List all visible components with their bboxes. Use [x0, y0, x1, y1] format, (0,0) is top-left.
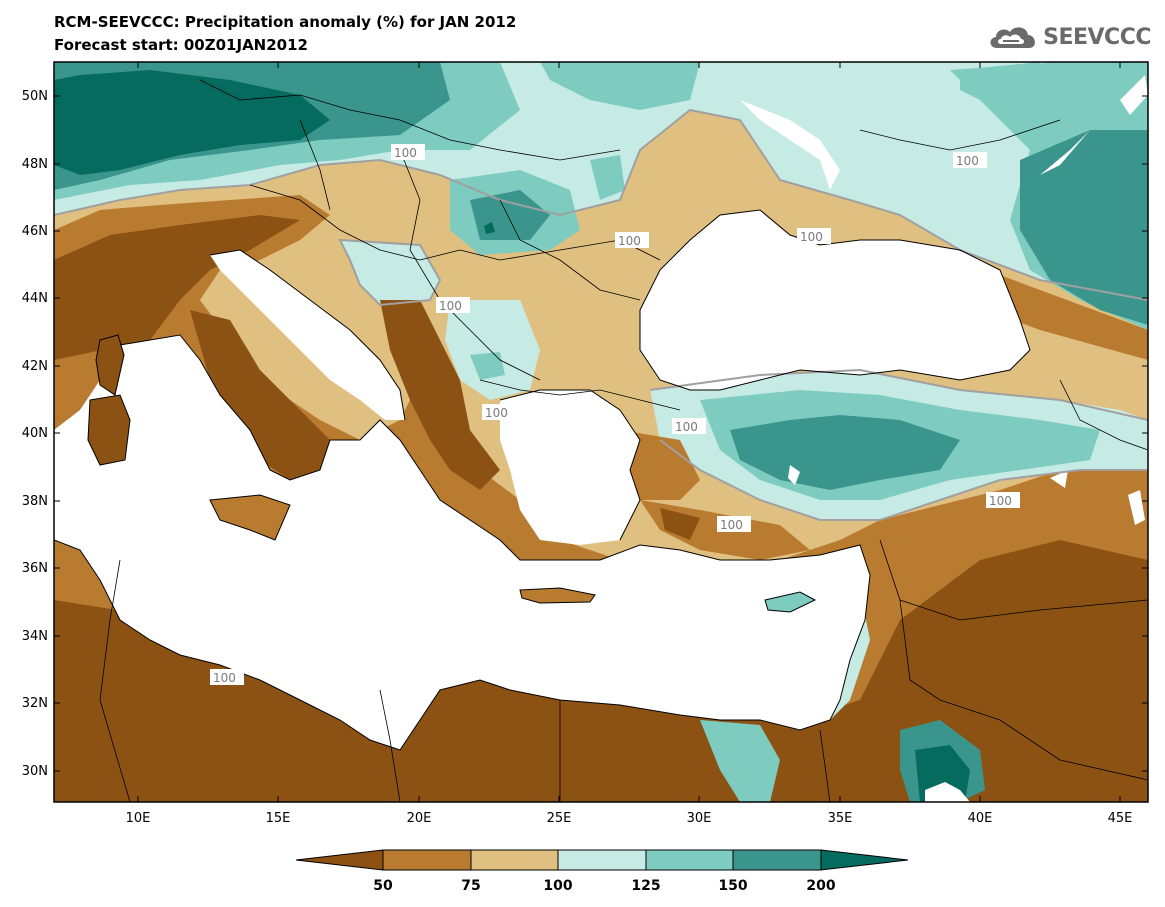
- colorbar-segment: [470, 849, 559, 871]
- lat-tick-label: 34N: [22, 629, 48, 644]
- lat-tick-label: 36N: [22, 561, 48, 576]
- lon-tick-label: 30E: [687, 811, 712, 826]
- colorbar: [295, 849, 909, 871]
- lat-tick-label: 32N: [22, 696, 48, 711]
- cloud-icon: [990, 27, 1036, 48]
- seevccc-logo: SEEVCCC: [987, 22, 1151, 52]
- contour-label: 100: [800, 230, 823, 244]
- latitude-axis: 50N 48N 46N 44N 42N 40N 38N 36N 34N 32N …: [22, 89, 48, 779]
- anomaly-field: [54, 62, 1148, 802]
- colorbar-label: 150: [718, 878, 747, 894]
- coastlines: [54, 209, 1031, 751]
- lon-tick-label: 10E: [126, 811, 151, 826]
- logo-text: SEEVCCC: [1043, 24, 1151, 50]
- lon-tick-label: 40E: [968, 811, 993, 826]
- colorbar-segment: [645, 849, 734, 871]
- colorbar-label: 75: [461, 878, 480, 894]
- lat-tick-label: 48N: [22, 157, 48, 172]
- colorbar-segment: [382, 849, 472, 871]
- contour-label: 100: [675, 420, 698, 434]
- contour-label: 100: [720, 518, 743, 532]
- contour-label: 100: [485, 406, 508, 420]
- lat-tick-label: 50N: [22, 89, 48, 104]
- map-frame: [53, 61, 1149, 803]
- colorbar-segment: [820, 849, 909, 871]
- contour-label: 100: [439, 299, 462, 313]
- contour-label: 100: [989, 494, 1012, 508]
- forecast-start-label: Forecast start: 00Z01JAN2012: [54, 36, 308, 54]
- lon-tick-label: 25E: [547, 811, 572, 826]
- longitude-axis: 10E 15E 20E 25E 30E 35E 40E 45E: [126, 811, 1133, 826]
- lon-tick-label: 20E: [407, 811, 432, 826]
- lon-tick-label: 45E: [1108, 811, 1133, 826]
- lat-tick-label: 44N: [22, 291, 48, 306]
- colorbar-segment: [732, 849, 822, 871]
- colorbar-segment: [557, 849, 647, 871]
- lat-tick-label: 46N: [22, 224, 48, 239]
- country-borders: [99, 79, 1148, 802]
- colorbar-label: 200: [806, 878, 835, 894]
- lat-tick-label: 42N: [22, 359, 48, 374]
- colorbar-label: 125: [631, 878, 660, 894]
- latitude-tick-marks: [54, 95, 1148, 772]
- lat-tick-label: 40N: [22, 426, 48, 441]
- contour-labels: 100 100 100 100 100 100 100 100 100 100: [210, 144, 1020, 685]
- contour-label: 100: [956, 154, 979, 168]
- lat-tick-label: 38N: [22, 494, 48, 509]
- colorbar-label: 100: [543, 878, 572, 894]
- colorbar-labels: 50 75 100 125 150 200: [373, 878, 836, 894]
- lon-tick-label: 35E: [828, 811, 853, 826]
- colorbar-label: 50: [373, 878, 393, 894]
- lon-tick-label: 15E: [266, 811, 291, 826]
- contour-label: 100: [213, 671, 236, 685]
- colorbar-segment: [295, 849, 384, 871]
- map-title: RCM-SEEVCCC: Precipitation anomaly (%) f…: [54, 13, 517, 31]
- longitude-tick-marks: [137, 62, 1121, 802]
- lat-tick-label: 30N: [22, 764, 48, 779]
- contour-label: 100: [394, 146, 417, 160]
- contour-label: 100: [618, 234, 641, 248]
